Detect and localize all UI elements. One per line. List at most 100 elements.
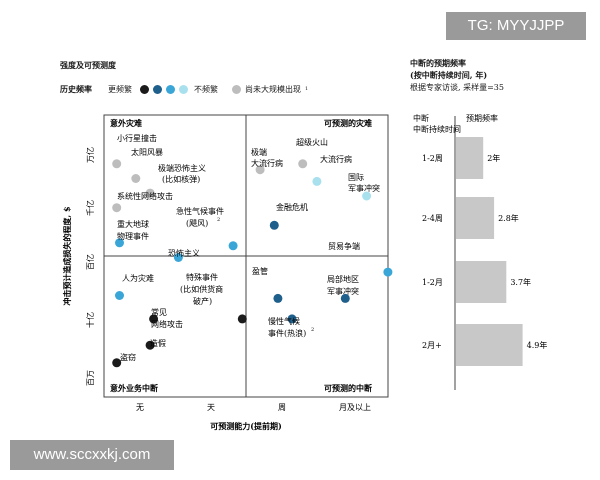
- legend-more-frequent: 更频繁: [108, 84, 132, 94]
- y-tick-baiyi: 百亿: [85, 254, 95, 270]
- bar-3: [456, 324, 523, 366]
- y-axis-label: 冲击预计造成损失的程度, $: [62, 206, 72, 305]
- label-intl-conflict-2: 军事冲突: [348, 183, 380, 193]
- label-extreme-terror-1: 极端恐怖主义: [158, 163, 206, 173]
- point-5: [228, 241, 238, 251]
- bar-subtitle: 根据专家访谈, 采样量=35: [410, 83, 504, 92]
- label-geophysical-2: 物理事件: [117, 231, 149, 241]
- label-intl-conflict-1: 国际: [348, 173, 364, 182]
- quadrant-label-unexpected-interruption: 意外业务中断: [110, 383, 158, 393]
- label-common-cyber-1: 常见: [151, 308, 167, 317]
- label-acute-climate-sup: 2: [217, 217, 220, 223]
- bar-value-label-1: 2.8年: [498, 213, 519, 223]
- legend-less-frequent: 不频繁: [194, 84, 218, 94]
- point-6: [173, 253, 183, 262]
- point-14: [237, 314, 247, 324]
- label-asteroid: 小行星撞击: [117, 133, 157, 143]
- point-20: [287, 314, 297, 324]
- bar-title-line1: 中断的预期频率: [410, 58, 466, 68]
- bar-value-header: 预期频率: [466, 113, 498, 123]
- bar-chart: 1-2周 2年 2-4周 2.8年 1-2月 3.7年 2月+ 4.9年: [422, 137, 547, 366]
- label-chronic-climate-sup: 2: [311, 327, 314, 333]
- bar-title-line2: (按中断持续时间, 年): [410, 70, 488, 80]
- bar-category-1: 2-4周: [422, 214, 443, 223]
- y-tick-baiwan: 百万: [86, 370, 95, 386]
- bar-value-label-2: 3.7年: [510, 277, 531, 287]
- bar-0: [456, 137, 484, 179]
- label-solar-storm: 太阳风暴: [131, 147, 163, 157]
- point-9: [312, 176, 322, 186]
- bar-cat-header-1: 中断: [413, 113, 429, 123]
- x-tick-days: 天: [207, 403, 215, 412]
- point-11: [269, 220, 279, 230]
- label-geophysical-1: 重大地球: [117, 219, 149, 229]
- point-3: [112, 203, 122, 213]
- x-axis-label: 可预测能力(提前期): [210, 421, 282, 431]
- bar-value-label-0: 2年: [487, 153, 500, 163]
- label-special-2: (比如供货商: [180, 284, 223, 294]
- point-4: [115, 238, 124, 248]
- label-extreme-pandemic-2: 大流行病: [251, 158, 283, 168]
- legend-dot-gray: [232, 84, 241, 94]
- label-special-1: 特殊事件: [186, 272, 218, 282]
- y-tick-wanyi: 万亿: [85, 147, 95, 163]
- label-fraud: 造假: [150, 338, 166, 348]
- label-theft: 盗窃: [120, 352, 136, 362]
- label-regulatory: 盈管: [252, 266, 268, 276]
- bar-category-3: 2月+: [422, 341, 442, 350]
- y-tick-shiyi: 十亿: [85, 312, 95, 328]
- x-tick-none: 无: [136, 403, 144, 412]
- label-terrorism: 恐怖主义: [168, 248, 200, 258]
- legend-label: 历史频率: [60, 83, 92, 94]
- quadrant-label-predictable-interruption: 可预测的中断: [324, 383, 372, 393]
- label-trade-dispute: 贸易争端: [328, 241, 360, 251]
- bar-value-label-3: 4.9年: [527, 340, 548, 350]
- label-extreme-pandemic-1: 极端: [251, 147, 267, 157]
- label-chronic-climate-2: 事件(热浪): [268, 328, 306, 338]
- quadrant-label-predictable-disaster: 可预测的灾难: [324, 118, 372, 128]
- label-man-made: 人为灾难: [122, 273, 154, 283]
- label-chronic-climate-1: 慢性气候: [268, 316, 300, 326]
- bar-category-2: 1-2月: [422, 278, 443, 287]
- legend: 历史频率 更频繁 不频繁 尚未大规模出现 1: [60, 82, 308, 96]
- bar-2: [456, 261, 507, 303]
- point-17: [112, 358, 122, 368]
- point-13: [115, 291, 124, 300]
- watermark-bottom: www.sccxxkj.com: [10, 440, 174, 470]
- x-tick-weeks: 周: [278, 403, 286, 412]
- bar-1: [456, 197, 495, 239]
- label-local-conflict-2: 军事冲突: [327, 286, 359, 296]
- bar-category-0: 1-2周: [422, 154, 443, 163]
- point-2: [145, 188, 155, 198]
- legend-dot-navy: [153, 84, 162, 94]
- legend-never: 尚未大规模出现: [245, 84, 301, 94]
- label-acute-climate-1: 急性气候事件: [176, 206, 224, 216]
- point-0: [112, 159, 122, 169]
- chart-title: 强度及可预测度: [60, 60, 116, 70]
- legend-never-sup: 1: [305, 86, 309, 92]
- point-7: [298, 159, 308, 169]
- label-extreme-terror-2: (比如核弹): [162, 174, 200, 184]
- label-local-conflict-1: 局部地区: [327, 274, 359, 284]
- legend-dot-blue: [166, 84, 175, 94]
- label-supervolcano: 超级火山: [296, 137, 328, 147]
- point-8: [255, 165, 265, 175]
- legend-dot-black: [140, 84, 149, 94]
- label-acute-climate-2: (飓风): [186, 219, 208, 228]
- point-19: [340, 293, 350, 303]
- point-10: [362, 191, 372, 201]
- label-common-cyber-2: 网络攻击: [151, 319, 183, 329]
- point-18: [273, 293, 283, 303]
- x-tick-months: 月及以上: [339, 403, 371, 412]
- label-pandemic: 大流行病: [320, 154, 352, 164]
- point-15: [149, 314, 159, 324]
- y-tick-qianyi: 千亿: [85, 200, 95, 216]
- point-labels: 小行星撞击 太阳风暴 极端恐怖主义 (比如核弹) 系统性网络攻击 重大地球 物理…: [117, 133, 380, 362]
- label-financial-crisis: 金融危机: [276, 202, 308, 212]
- legend-dot-light: [179, 84, 188, 94]
- point-1: [131, 174, 141, 183]
- scatter-points: [112, 159, 393, 368]
- point-12: [383, 267, 393, 277]
- quadrant-label-unexpected-disaster: 意外灾难: [110, 118, 142, 128]
